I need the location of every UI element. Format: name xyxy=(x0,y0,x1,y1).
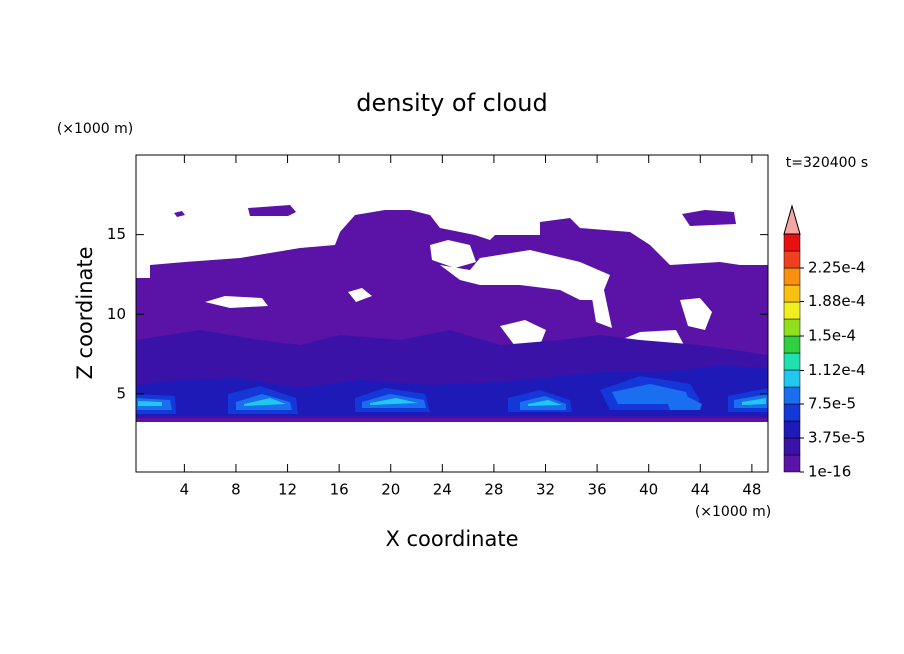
x-tick-label: 4 xyxy=(180,481,190,499)
contour-region xyxy=(244,398,286,406)
clear-region xyxy=(430,240,476,268)
clear-region xyxy=(500,320,546,346)
colorbar-tick-label: 7.5e-5 xyxy=(808,395,856,413)
y-tick-label: 10 xyxy=(107,305,126,323)
contour-region xyxy=(174,211,185,217)
y-tick-label: 15 xyxy=(107,225,126,243)
colorbar-band xyxy=(783,335,801,354)
x-unit: (×1000 m) xyxy=(695,504,771,520)
contour-region xyxy=(370,398,418,405)
contour-region xyxy=(682,210,736,226)
chart-title: density of cloud xyxy=(356,89,547,117)
contour-region xyxy=(612,384,690,404)
colorbar-band xyxy=(783,386,801,405)
contour-region xyxy=(668,396,702,410)
colorbar-tick-label: 1.88e-4 xyxy=(808,292,866,310)
clear-region xyxy=(348,288,372,302)
colorbar-band xyxy=(783,318,801,337)
x-tick-label: 12 xyxy=(278,481,297,499)
colorbar-band xyxy=(783,250,801,269)
colorbar-band xyxy=(783,420,801,439)
clear-region xyxy=(205,296,268,308)
x-tick-label: 20 xyxy=(381,481,400,499)
x-tick-label: 36 xyxy=(588,481,607,499)
colorbar-tick-label: 2.25e-4 xyxy=(808,259,866,277)
colorbar-tick-label: 3.75e-5 xyxy=(808,429,866,447)
x-tick-label: 16 xyxy=(330,481,349,499)
colorbar-band xyxy=(783,301,801,320)
colorbar-band xyxy=(783,352,801,371)
y-unit: (×1000 m) xyxy=(57,121,133,137)
contour-field xyxy=(136,205,768,472)
clear-region xyxy=(590,286,612,328)
colorbar-band xyxy=(783,233,801,252)
x-tick-label: 48 xyxy=(742,481,761,499)
colorbar-tick-label: 1.12e-4 xyxy=(808,361,866,379)
contour-region xyxy=(138,401,162,406)
clear-region xyxy=(680,298,712,330)
x-tick-label: 32 xyxy=(536,481,555,499)
colorbar-band xyxy=(783,454,801,473)
plot-frame xyxy=(135,154,769,473)
x-tick-label: 40 xyxy=(639,481,658,499)
y-tick-label: 5 xyxy=(116,384,126,402)
colorbar-extension xyxy=(783,204,801,235)
x-tick-label: 28 xyxy=(484,481,503,499)
x-axis-title: X coordinate xyxy=(385,527,518,551)
contour-region xyxy=(528,400,562,406)
colorbar-band xyxy=(783,369,801,388)
colorbar-tick-label: 1.5e-4 xyxy=(808,327,856,345)
x-tick-label: 24 xyxy=(433,481,452,499)
colorbar-band xyxy=(783,437,801,456)
colorbar-tick-label: 1e-16 xyxy=(808,463,851,481)
clear-region xyxy=(136,422,768,472)
x-tick-label: 8 xyxy=(231,481,241,499)
time-label: t=320400 s xyxy=(786,155,868,171)
colorbar-band xyxy=(783,284,801,303)
x-tick-label: 44 xyxy=(691,481,710,499)
contour-region xyxy=(248,205,296,216)
colorbar-band xyxy=(783,403,801,422)
y-axis-title: Z coordinate xyxy=(73,246,97,379)
contour-region xyxy=(168,322,186,330)
colorbar-band xyxy=(783,267,801,286)
contour-region xyxy=(742,398,766,405)
clear-region xyxy=(440,250,610,300)
